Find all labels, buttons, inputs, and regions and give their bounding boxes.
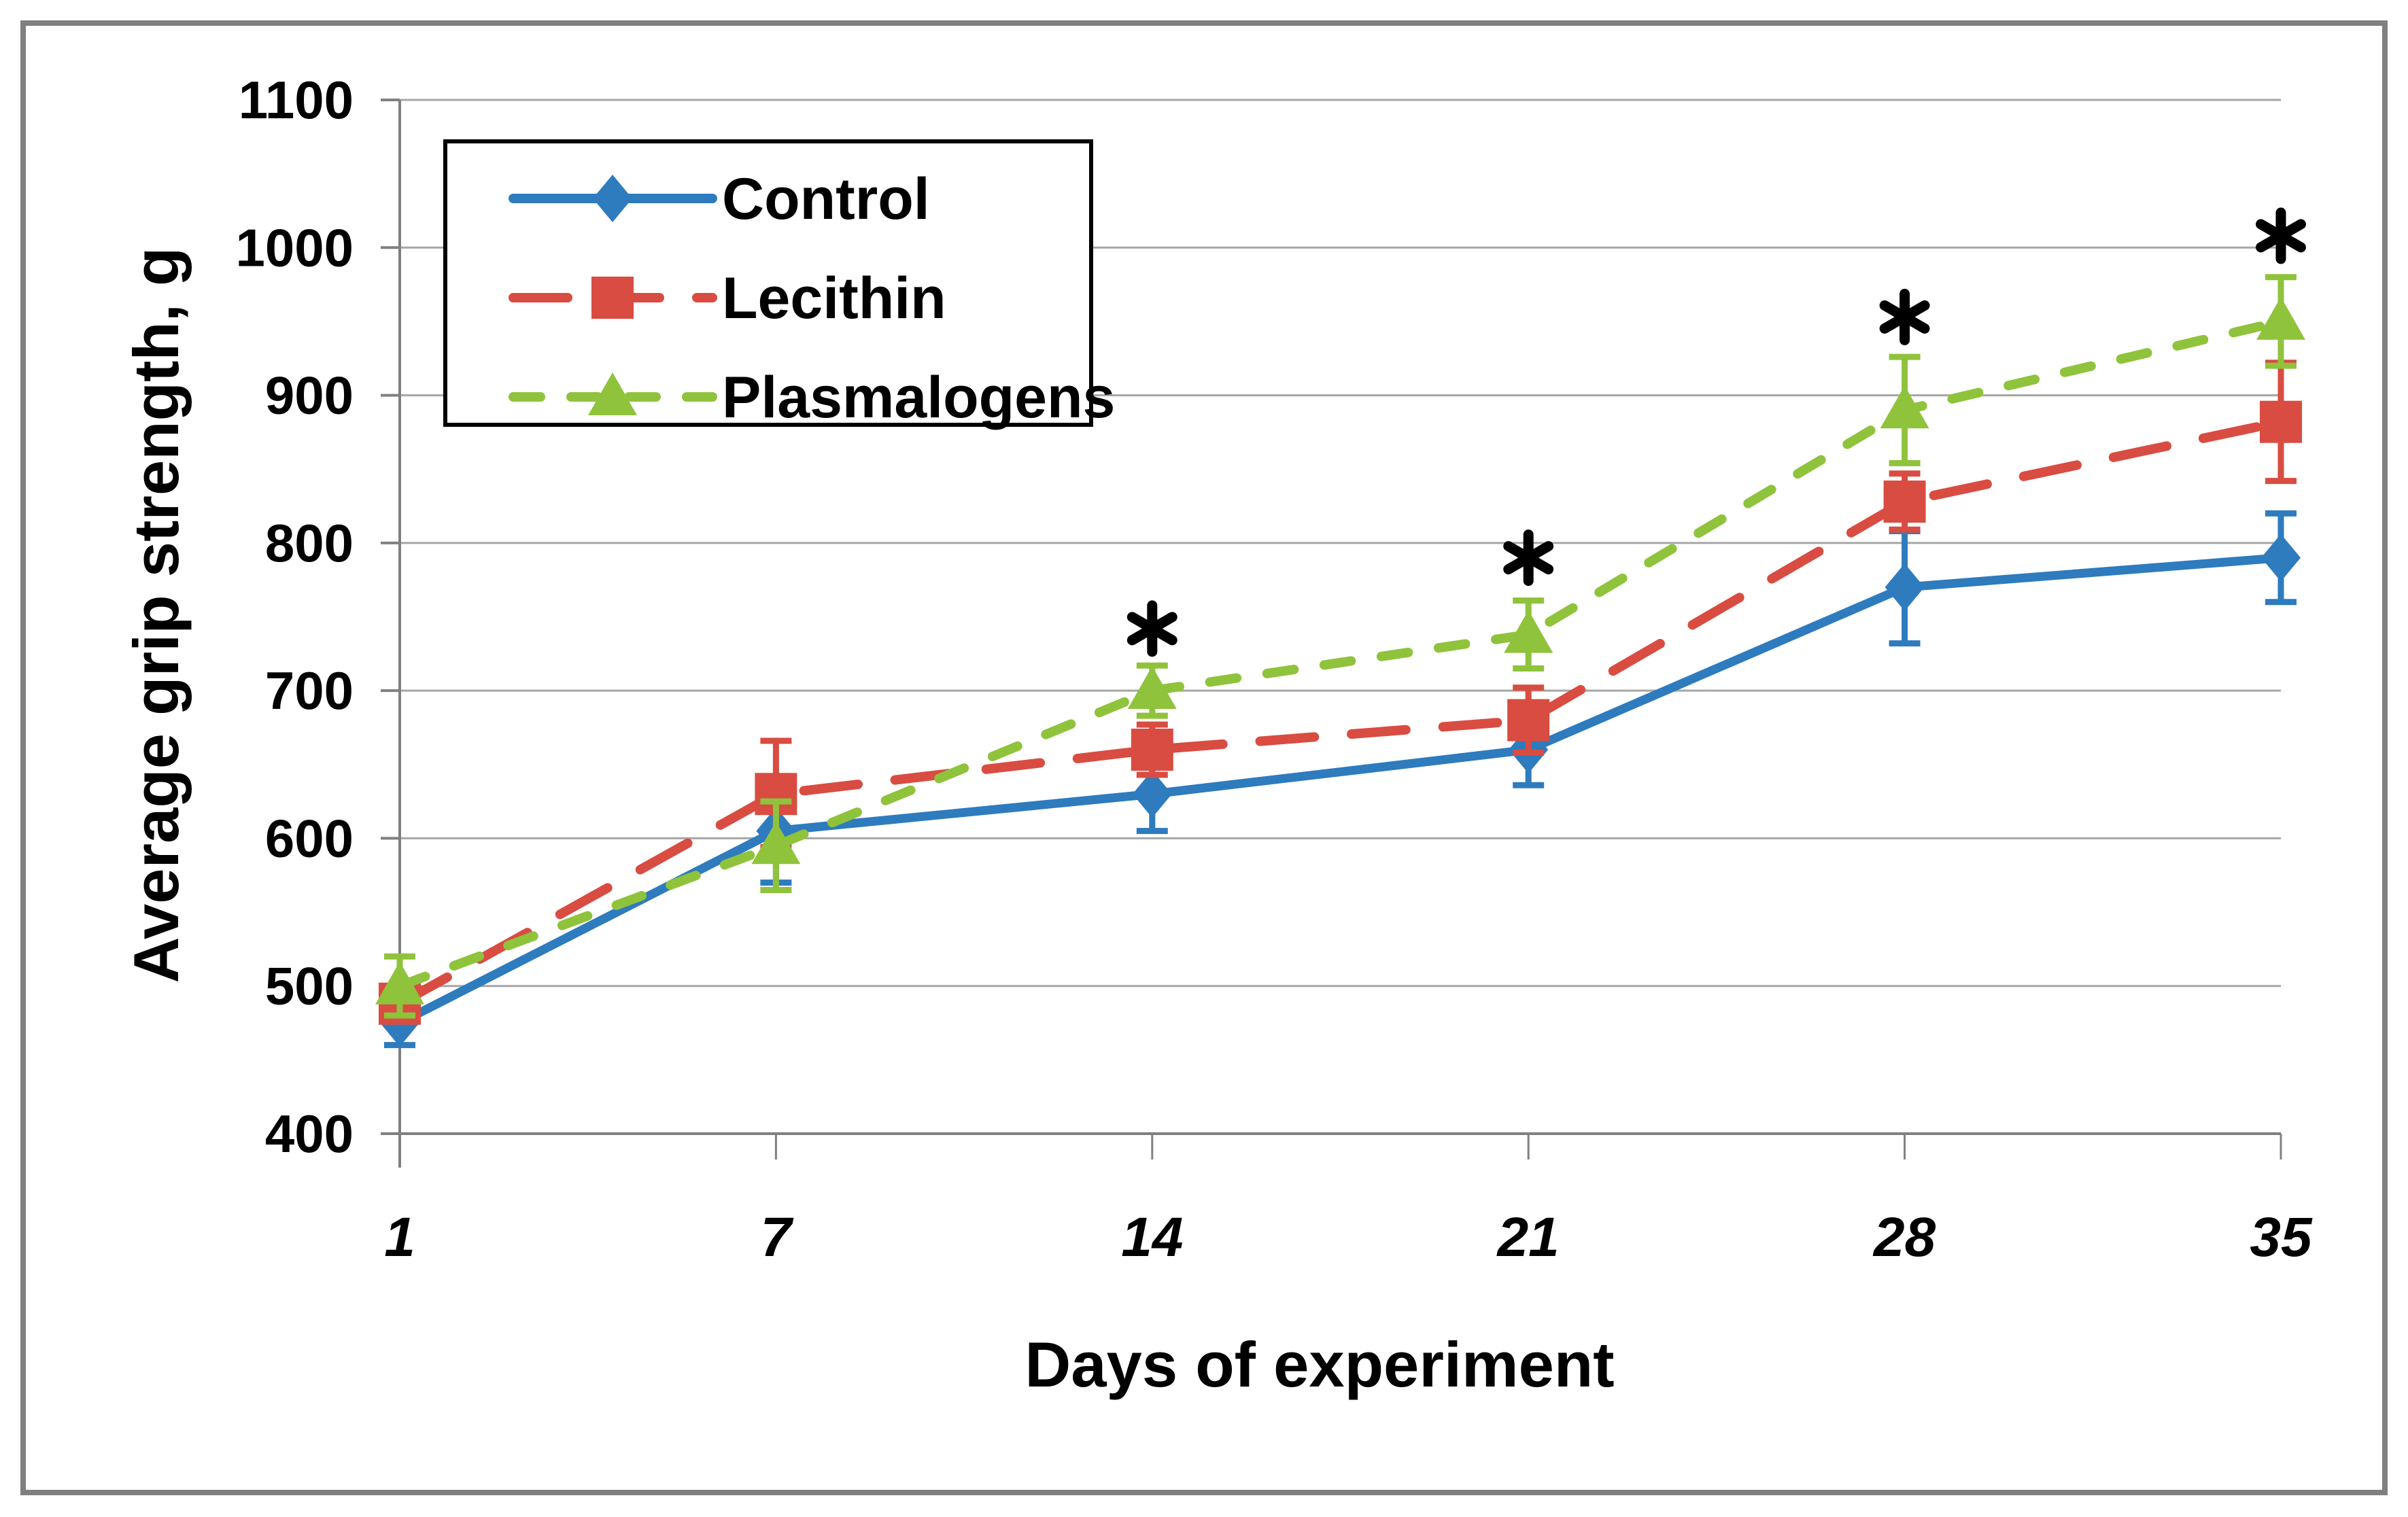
lecithin-marker bbox=[1507, 699, 1550, 742]
legend-label-plasmalogens: Plasmalogens bbox=[722, 365, 1115, 430]
series-lecithin bbox=[379, 360, 2302, 1025]
x-tick-label: 35 bbox=[2250, 1206, 2313, 1268]
y-tick-label: 1000 bbox=[235, 217, 354, 277]
control-marker bbox=[1132, 770, 1172, 818]
star-stroke bbox=[1126, 612, 1177, 646]
y-tick-label: 700 bbox=[265, 661, 354, 720]
star-stroke bbox=[1879, 300, 1930, 334]
significance-stars bbox=[1126, 207, 2306, 657]
legend-samples bbox=[509, 175, 717, 415]
plasmalogens-marker bbox=[375, 961, 424, 1005]
legend-marker-diamond bbox=[593, 175, 632, 222]
significance-star bbox=[1503, 529, 1554, 587]
series-control bbox=[380, 510, 2301, 1049]
x-tick-label: 21 bbox=[1496, 1206, 1560, 1268]
control-marker bbox=[1885, 563, 1925, 612]
x-tick-label: 7 bbox=[761, 1206, 794, 1268]
x-tick-label: 28 bbox=[1872, 1206, 1936, 1268]
lecithin-marker bbox=[2260, 400, 2302, 443]
legend-label-lecithin: Lecithin bbox=[722, 266, 946, 331]
lecithin-marker bbox=[1131, 729, 1173, 771]
x-tick-label: 14 bbox=[1121, 1206, 1183, 1268]
legend-label-control: Control bbox=[722, 167, 930, 232]
legend-marker-square bbox=[591, 277, 634, 319]
significance-star bbox=[2256, 207, 2306, 264]
legend: Control Lecithin Plasmalogens bbox=[443, 139, 1115, 430]
significance-star bbox=[1126, 600, 1177, 657]
image-border bbox=[20, 20, 2388, 1495]
plasmalogens-marker bbox=[1880, 385, 1929, 429]
lecithin-line bbox=[395, 417, 2286, 1009]
series-plasmalogens bbox=[375, 274, 2305, 1019]
plasmalogens-marker bbox=[2256, 296, 2305, 340]
y-axis-title: Average grip strength, g bbox=[120, 247, 192, 983]
y-tick-label: 800 bbox=[265, 513, 354, 573]
legend-marker-triangle bbox=[588, 372, 637, 415]
plasmalogens-marker bbox=[751, 821, 801, 865]
x-tick-labels: 1 7 14 21 28 35 bbox=[384, 1206, 2313, 1268]
y-tick-label: 600 bbox=[265, 808, 354, 868]
y-tick-label: 400 bbox=[265, 1104, 354, 1164]
y-tick-label: 900 bbox=[265, 366, 354, 425]
star-stroke bbox=[2256, 219, 2306, 253]
y-tick-label: 1100 bbox=[239, 70, 354, 130]
significance-star bbox=[1879, 288, 1930, 345]
y-tick-label: 500 bbox=[265, 956, 354, 1016]
control-marker bbox=[2261, 534, 2301, 582]
plasmalogens-marker bbox=[1127, 666, 1177, 710]
y-tick-labels: 1100 1000 900 800 700 600 500 400 bbox=[235, 70, 354, 1164]
control-line bbox=[395, 553, 2286, 1028]
x-axis-title: Days of experiment bbox=[1025, 1329, 1614, 1400]
lecithin-marker bbox=[1883, 481, 1926, 523]
plasmalogens-marker bbox=[1504, 610, 1553, 653]
star-stroke bbox=[1503, 541, 1554, 575]
plasmalogens-line bbox=[395, 316, 2286, 991]
legend-box bbox=[443, 139, 1093, 427]
data-series bbox=[375, 274, 2305, 1049]
x-tick-label: 1 bbox=[384, 1206, 415, 1268]
